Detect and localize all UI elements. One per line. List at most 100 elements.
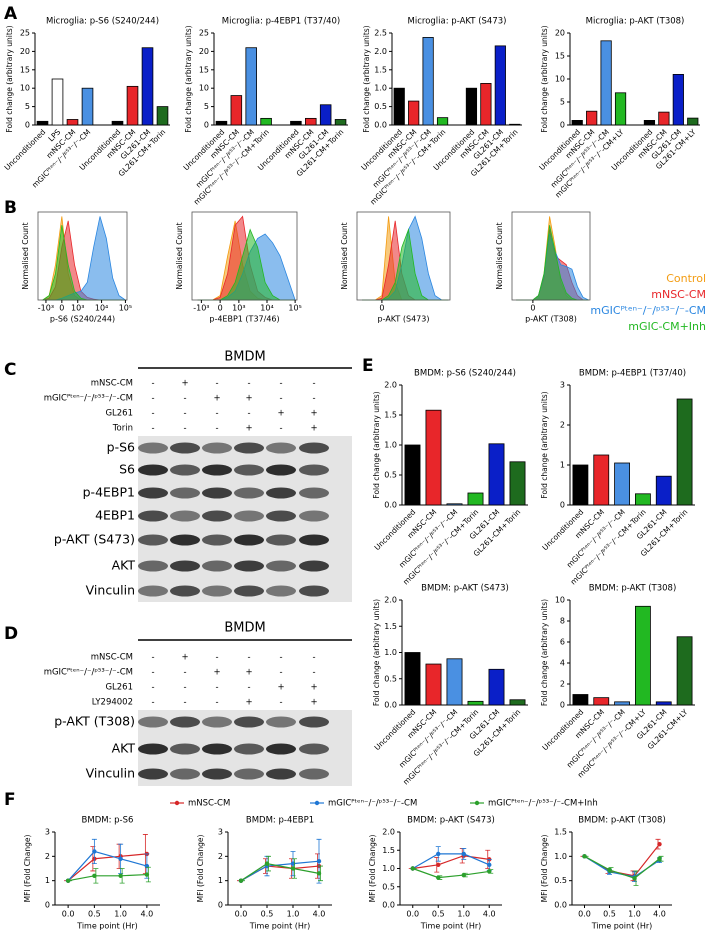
y-tick-label: 2 [45, 852, 50, 861]
x-axis-label: p-AKT (S473) [378, 315, 430, 324]
y-tick-label: 0 [218, 901, 223, 910]
panel-label: C [4, 360, 16, 380]
band [138, 442, 168, 454]
x-tick-label: 1.0 [457, 910, 470, 919]
y-tick-label: 1 [560, 461, 565, 470]
condition-sign: - [215, 379, 218, 389]
band [266, 743, 296, 755]
bar [305, 117, 317, 126]
y-tick-label: 2 [560, 680, 565, 689]
condition-sign: - [312, 394, 315, 404]
band [299, 534, 329, 546]
y-axis-label: Normalised Count [175, 222, 184, 289]
marker [410, 866, 415, 871]
marker [632, 876, 637, 881]
marker [238, 878, 244, 883]
line [240, 862, 320, 882]
y-tick-label: 0 [45, 901, 50, 910]
marker [607, 867, 612, 873]
chart-title: BMDM: p-AKT (S473) [407, 816, 495, 826]
condition-sign: + [277, 409, 284, 419]
y-tick-label: 20 [199, 47, 209, 56]
marker [657, 841, 662, 847]
bar [465, 87, 478, 126]
line [412, 855, 490, 870]
condition-sign: + [181, 653, 188, 663]
condition-sign: - [151, 409, 154, 419]
line [67, 850, 148, 882]
bar [51, 78, 64, 126]
x-tick-label: 0.5 [261, 910, 274, 919]
bar [614, 92, 627, 126]
condition-sign: - [151, 683, 154, 693]
x-tick-label: 10⁵ [119, 304, 132, 313]
bar [156, 106, 169, 126]
band [138, 464, 168, 476]
y-tick-label: 0 [560, 701, 565, 710]
bar [81, 87, 94, 126]
legend-marker [474, 800, 480, 806]
band-label: p-S6 [107, 440, 135, 455]
condition-sign: + [310, 409, 317, 419]
marker [461, 872, 466, 878]
bar [245, 47, 257, 126]
y-axis-label: Normalised Count [21, 222, 30, 289]
marker [92, 849, 97, 854]
bar [319, 104, 332, 126]
y-tick-label: 10 [555, 75, 565, 84]
band [234, 716, 264, 728]
condition-sign: + [245, 668, 252, 678]
y-tick-label: 0 [560, 121, 565, 130]
x-tick-label: 0 [530, 304, 535, 313]
condition-sign: - [183, 698, 186, 708]
band-label: p-4EBP1 [83, 485, 135, 500]
legend-entry: Control [666, 272, 706, 285]
y-tick-label: 1.0 [554, 852, 567, 861]
bar [593, 454, 610, 506]
marker [290, 866, 296, 871]
y-tick-label: 0 [25, 121, 30, 130]
condition-sign: + [310, 698, 317, 708]
y-axis-label: Fold change (arbitrary units) [540, 599, 549, 706]
band [234, 442, 264, 454]
band [170, 487, 200, 499]
chart-title: Microglia: p-4EBP1 (T37/40) [222, 17, 340, 27]
y-tick-label: 1.5 [374, 65, 387, 74]
band [202, 464, 232, 476]
bar [111, 120, 124, 126]
y-tick-label: 2.0 [374, 47, 387, 56]
bar [509, 461, 526, 506]
bar [571, 120, 583, 126]
x-tick-label: 0.5 [432, 910, 445, 919]
bar [446, 503, 463, 506]
y-tick-label: 0.0 [374, 121, 387, 130]
marker [92, 873, 97, 878]
band [202, 442, 232, 454]
bar [230, 95, 243, 126]
y-tick-label: 1.0 [384, 648, 397, 657]
bar [436, 117, 449, 126]
condition-sign: - [183, 424, 186, 434]
x-tick-label: 4.0 [653, 910, 666, 919]
plot-frame [356, 211, 451, 301]
marker [316, 859, 322, 864]
chart-title: BMDM: p-4EBP1 [246, 816, 314, 826]
condition-sign: - [151, 668, 154, 678]
band [299, 743, 329, 755]
condition-label: mNSC-CM [91, 653, 133, 663]
bar [467, 700, 484, 706]
y-axis-label: MFI (Fold Change) [196, 835, 205, 903]
legend-marker [314, 800, 320, 806]
legend-entry: mGIC-CM+Inh [628, 320, 706, 333]
x-tick-label: 0.0 [62, 910, 75, 919]
chart-title: BMDM: p-AKT (T308) [578, 816, 666, 826]
band [234, 743, 264, 755]
bar [635, 605, 651, 706]
y-tick-label: 0.5 [554, 876, 567, 885]
condition-sign: + [277, 683, 284, 693]
chart-title: Microglia: p-AKT (T308) [586, 17, 685, 27]
condition-sign: - [247, 409, 250, 419]
marker [316, 871, 322, 876]
bar [36, 120, 49, 126]
